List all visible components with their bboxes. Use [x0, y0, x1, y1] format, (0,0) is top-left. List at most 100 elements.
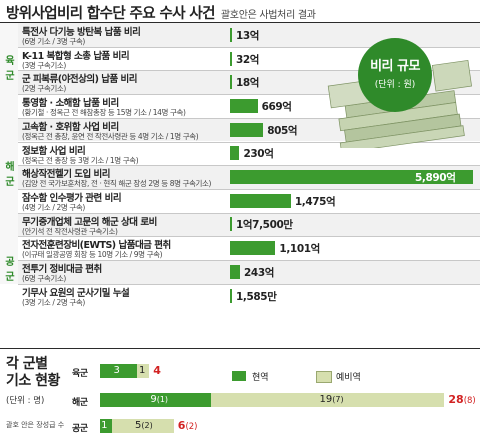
group-band [0, 23, 18, 95]
service-label: 해군 [72, 398, 88, 408]
case-value: 1억7,500만 [236, 219, 293, 232]
total-value: 4 [153, 364, 161, 377]
reserve-bar [112, 419, 174, 433]
case-bar [230, 75, 232, 90]
case-name: 전투기 정비대금 편취 [22, 264, 102, 275]
section-divider [0, 348, 480, 349]
service-label: 공군 [72, 424, 88, 434]
row-separator [18, 283, 480, 285]
case-bar [230, 98, 258, 113]
case-value: 230억 [243, 148, 274, 161]
service-label: 육군 [72, 369, 88, 379]
case-bar [230, 122, 264, 137]
legend-swatch [232, 371, 246, 381]
case-value: 5,890억 [415, 172, 456, 185]
case-detail: (3명 구속기소) [22, 60, 66, 70]
active-duty-value: 9(1) [150, 394, 169, 405]
title-divider [0, 22, 480, 23]
case-bar [230, 146, 240, 161]
case-value: 243억 [244, 266, 274, 279]
case-bar [230, 288, 232, 303]
total-value: 28(8) [448, 393, 476, 406]
row-separator [18, 46, 480, 48]
case-name: 특전사 다기능 방탄복 납품 비리 [22, 27, 141, 38]
row-separator [18, 117, 480, 119]
case-name: 전자전훈련장비(EWTS) 납품대금 편취 [22, 240, 171, 252]
row-separator [18, 165, 480, 167]
case-row [18, 260, 480, 284]
case-value: 13억 [236, 29, 260, 42]
case-row [18, 212, 480, 237]
case-value: 1,475억 [294, 195, 336, 208]
active-duty-value: 1 [101, 420, 108, 431]
indictment-unit: (단위 : 명) [6, 396, 45, 406]
active-duty-bar [100, 364, 137, 378]
chart-subtitle: 괄호안은 사법처리 결과 [220, 10, 316, 21]
row-separator [18, 236, 480, 238]
case-value: 669억 [261, 100, 292, 113]
badge-unit: (단위 : 원) [374, 80, 416, 90]
reserve-value: 5(2) [135, 420, 153, 431]
reserve-value: 19(7) [319, 394, 344, 405]
group-band [0, 236, 18, 284]
case-name: 정보함 사업 비리 [22, 145, 86, 157]
case-name: 해상작전헬기 도입 비리 [22, 169, 111, 181]
case-value: 18억 [236, 77, 260, 90]
group-label: 육군 [5, 55, 15, 82]
case-detail: (6명 기소 / 3명 구속) [22, 37, 85, 46]
case-name: K-11 복합형 소총 납품 비리 [22, 50, 130, 62]
row-separator [18, 188, 480, 190]
row-separator [18, 260, 480, 261]
active-duty-bar [100, 419, 113, 433]
group-label: 해군 [5, 162, 15, 189]
case-detail: (정옥근 전 총장 등 3명 기소 / 1명 구속) [22, 155, 139, 165]
case-name: 잠수함 인수평가 관련 비리 [22, 192, 122, 204]
case-row [18, 23, 480, 47]
case-bar [230, 27, 232, 42]
case-name: 기무사 요원의 군사기밀 누설 [22, 287, 130, 299]
case-bar [230, 241, 276, 256]
row-separator [18, 70, 480, 72]
case-name: 무기중개업체 고문의 해군 상대 로비 [22, 216, 157, 228]
case-detail: (2명 구속기소) [22, 84, 66, 94]
case-bar [230, 264, 241, 279]
total-value: 6(2) [177, 419, 198, 432]
legend-label: 현역 [252, 373, 269, 383]
active-duty-bar [100, 393, 211, 407]
indictment-note: 괄호 안은 장성급 수 [6, 421, 65, 429]
row-separator [18, 94, 480, 96]
legend-label: 예비역 [336, 373, 361, 383]
case-detail: (4명 기소 / 2명 구속) [22, 202, 85, 212]
legend-swatch [316, 371, 332, 383]
chart-title: 방위사업비리 합수단 주요 수사 사건 괄호안은 사법처리 결과 [6, 6, 316, 22]
case-value: 32억 [236, 53, 260, 66]
row-separator [18, 212, 480, 214]
case-detail: (이규태 일광공영 회장 등 10명 기소 / 9명 구속) [22, 250, 163, 260]
case-value: 805억 [267, 124, 298, 137]
reserve-value: 1 [139, 365, 146, 376]
case-bar [230, 193, 291, 208]
case-name: 군 피복류(야전상의) 납품 비리 [22, 74, 138, 86]
reserve-bar [136, 364, 150, 378]
active-duty-value: 3 [113, 365, 120, 376]
case-bar [230, 170, 473, 185]
case-value: 1,101억 [279, 243, 320, 256]
case-detail: (3명 기소 / 2명 구속) [22, 297, 85, 307]
reserve-bar [210, 393, 445, 407]
group-label: 공군 [5, 257, 15, 283]
badge-title: 비리 규모 [370, 59, 420, 74]
row-separator [18, 141, 480, 143]
indictment-title: 각 군별 기소 현황 [6, 356, 60, 389]
case-detail: (안기석 전 작전사령관 구속기소) [22, 226, 118, 236]
case-detail: (김양 전 국가보훈처장, 전 · 현직 해군 장성 2명 등 8명 구속기소) [22, 179, 212, 189]
case-name: 통영함 · 소해함 납품 비리 [22, 98, 119, 110]
case-detail: (6명 구속기소) [22, 274, 66, 283]
case-detail: (정옥근 전 총장, 윤연 전 작전사령관 등 4명 기소 / 1명 구속) [22, 131, 199, 141]
case-bar [230, 217, 232, 232]
scale-badge: 비리 규모 (단위 : 원) [358, 38, 432, 112]
case-name: 고속함 · 호위함 사업 비리 [22, 121, 119, 133]
case-value: 1,585만 [236, 290, 277, 303]
group-band [0, 94, 18, 237]
case-detail: (황기철 · 정옥근 전 해참총장 등 15명 기소 / 14명 구속) [22, 108, 186, 118]
case-bar [230, 51, 232, 66]
